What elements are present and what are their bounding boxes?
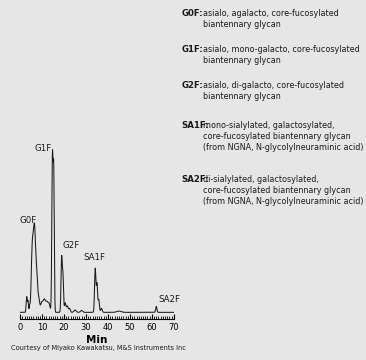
Text: SA2F:: SA2F:: [181, 175, 209, 184]
Text: G2F:: G2F:: [181, 81, 203, 90]
X-axis label: Min: Min: [86, 335, 108, 345]
Text: Courtesy of Miyako Kawakatsu, M&S Instruments Inc: Courtesy of Miyako Kawakatsu, M&S Instru…: [11, 345, 186, 351]
Text: mono-sialylated, galactosylated,
core-fucosylated biantennary glycan
(from NGNA,: mono-sialylated, galactosylated, core-fu…: [203, 121, 364, 153]
Text: SA1F:: SA1F:: [181, 121, 209, 130]
Text: di-sialylated, galactosylated,
core-fucosylated biantennary glycan
(from NGNA, N: di-sialylated, galactosylated, core-fuco…: [203, 175, 364, 207]
Text: G1F: G1F: [35, 144, 52, 153]
Text: SA1F: SA1F: [84, 253, 106, 262]
Text: SA2F: SA2F: [158, 295, 180, 304]
Text: asialo, agalacto, core-fucosylated
biantennary glycan: asialo, agalacto, core-fucosylated biant…: [203, 9, 339, 30]
Text: G1F:: G1F:: [181, 45, 203, 54]
Text: asialo, di-galacto, core-fucosylated
biantennary glycan: asialo, di-galacto, core-fucosylated bia…: [203, 81, 344, 102]
Text: G0F: G0F: [19, 216, 37, 225]
Text: G0F:: G0F:: [181, 9, 203, 18]
Text: G2F: G2F: [63, 241, 80, 250]
Text: asialo, mono-galacto, core-fucosylated
biantennary glycan: asialo, mono-galacto, core-fucosylated b…: [203, 45, 360, 66]
